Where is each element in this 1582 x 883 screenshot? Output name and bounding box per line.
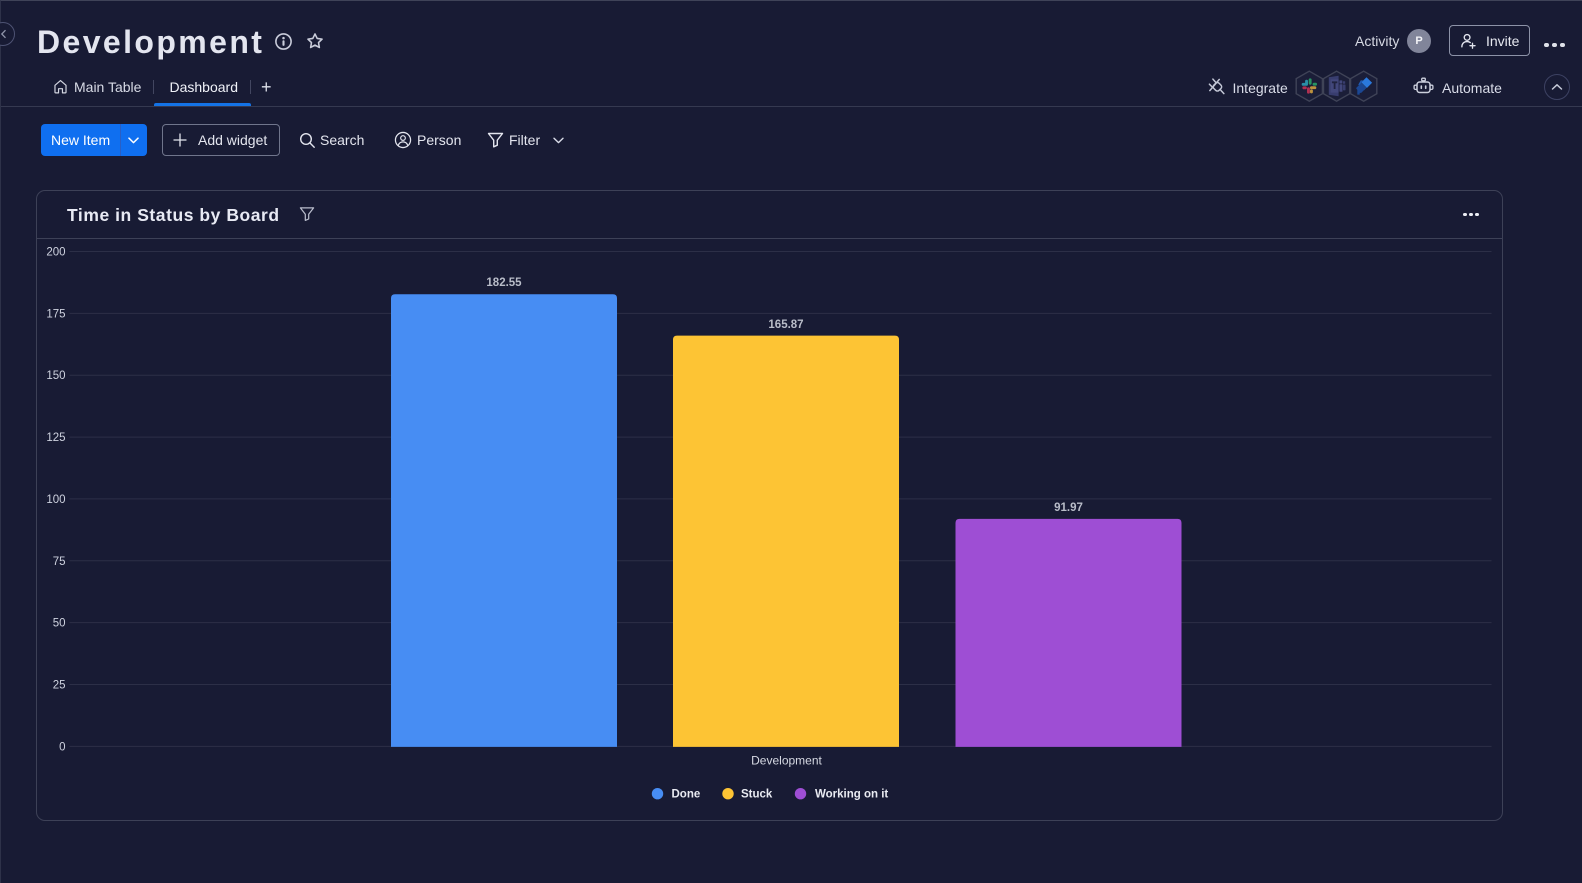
svg-text:182.55: 182.55 (486, 277, 522, 289)
svg-text:150: 150 (46, 370, 65, 382)
svg-text:100: 100 (46, 494, 65, 506)
svg-text:165.87: 165.87 (768, 319, 803, 331)
svg-text:91.97: 91.97 (1054, 502, 1083, 514)
svg-text:Stuck: Stuck (741, 789, 773, 801)
svg-text:50: 50 (53, 618, 66, 630)
svg-text:25: 25 (53, 680, 66, 692)
svg-text:125: 125 (46, 432, 65, 444)
svg-text:0: 0 (59, 741, 65, 753)
svg-text:75: 75 (53, 556, 66, 568)
svg-text:Done: Done (672, 789, 701, 801)
svg-text:175: 175 (46, 308, 65, 320)
svg-text:Development: Development (751, 754, 822, 768)
svg-text:Working on it: Working on it (815, 789, 888, 801)
svg-text:200: 200 (46, 247, 65, 259)
